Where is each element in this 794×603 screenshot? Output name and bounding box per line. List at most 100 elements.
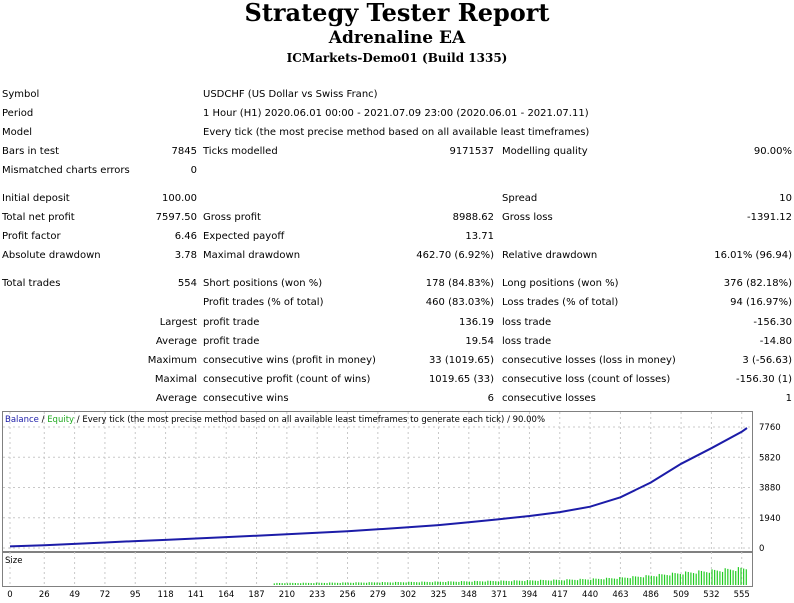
size-bar — [561, 580, 563, 585]
size-bar — [540, 579, 542, 585]
x-tick-label: 279 — [370, 590, 386, 599]
max-wins-value: 33 (1019.65) — [428, 355, 494, 366]
size-bar — [677, 573, 679, 585]
size-bar — [463, 581, 465, 585]
size-bar — [458, 581, 460, 585]
size-bar — [671, 572, 674, 585]
size-bar — [418, 582, 420, 585]
size-bar — [529, 580, 531, 585]
size-bar — [352, 582, 354, 585]
x-tick-label: 187 — [248, 590, 264, 599]
grid — [3, 412, 752, 586]
x-tick-label: 164 — [218, 590, 234, 599]
maximal-profit-value: 1019.65 (33) — [428, 374, 494, 385]
long-positions-value: 376 (82.18%) — [723, 278, 792, 289]
size-bar — [294, 583, 296, 585]
x-tick-label: 302 — [400, 590, 416, 599]
x-tick-label: 141 — [188, 590, 204, 599]
size-bar — [276, 582, 278, 585]
size-bar — [408, 581, 410, 585]
size-bar — [342, 582, 344, 585]
size-bar — [716, 570, 718, 585]
size-bar — [466, 581, 468, 585]
size-bar — [445, 582, 447, 585]
size-bar — [685, 571, 687, 585]
size-bar — [487, 580, 489, 585]
size-bar — [555, 579, 558, 585]
size-bar — [429, 582, 431, 585]
period-label: Period — [2, 108, 34, 119]
size-bar — [553, 579, 555, 585]
spread-value: 10 — [779, 193, 792, 204]
size-bar — [434, 581, 436, 585]
size-bar — [669, 575, 671, 585]
size-bar — [481, 581, 484, 585]
size-bar — [371, 582, 373, 585]
size-bar — [616, 578, 618, 585]
size-bar — [381, 582, 383, 585]
size-bar — [460, 581, 463, 585]
size-bar — [566, 579, 568, 585]
size-bar — [368, 582, 370, 585]
size-bar — [500, 580, 502, 585]
symbol-label: Symbol — [2, 89, 40, 100]
size-bar — [518, 580, 521, 585]
size-bar — [394, 581, 397, 585]
size-bar — [431, 582, 434, 585]
size-bar — [737, 567, 739, 585]
x-tick-label: 486 — [643, 590, 659, 599]
size-bar — [629, 578, 631, 585]
x-tick-label: 509 — [673, 590, 689, 599]
gross-loss-value: -1391.12 — [747, 212, 792, 223]
size-bar — [400, 582, 402, 585]
max-drawdown-value: 462.70 (6.92%) — [416, 250, 494, 261]
maximum-label: Maximum — [147, 355, 197, 366]
legend-slash: / — [39, 415, 47, 425]
model-value: Every tick (the most precise method base… — [203, 127, 590, 138]
x-tick-label: 348 — [461, 590, 477, 599]
size-bar — [632, 576, 634, 585]
balance-series-line — [9, 427, 748, 548]
size-bar — [621, 577, 623, 585]
x-tick-label: 72 — [100, 590, 111, 599]
size-bar — [302, 582, 304, 585]
size-bar — [297, 583, 299, 585]
size-bar — [307, 582, 310, 585]
size-bar — [384, 582, 386, 585]
size-bar — [695, 573, 697, 585]
size-bar — [373, 582, 376, 585]
expected-payoff-label: Expected payoff — [203, 231, 285, 242]
size-bar — [355, 582, 357, 585]
size-bar — [526, 580, 529, 585]
size-bar — [663, 574, 666, 585]
x-axis-ticks: 0 26 49 72 95 118 141 164 187 210 233 256 279 302 325 3… — [7, 590, 750, 600]
y-tick-label: 3880 — [759, 484, 781, 494]
expected-payoff-value: 13.71 — [465, 231, 494, 242]
ea-name: Adrenaline EA — [328, 28, 466, 48]
largest-label: Largest — [159, 317, 197, 328]
size-bar — [300, 583, 302, 585]
largest-loss-label: loss trade — [502, 317, 552, 328]
average-profit-label: profit trade — [203, 336, 260, 347]
maximal-loss-value: -156.30 (1) — [736, 374, 792, 385]
x-tick-label: 233 — [309, 590, 325, 599]
size-bar — [537, 580, 539, 585]
loss-trades-label: Loss trades (% of total) — [502, 297, 619, 308]
size-bar — [323, 582, 325, 585]
size-bar — [579, 578, 581, 585]
spread-label: Spread — [502, 193, 538, 204]
size-bar — [281, 583, 283, 585]
largest-profit-label: profit trade — [203, 317, 260, 328]
legend-balance: Balance — [5, 415, 39, 425]
largest-loss-value: -156.30 — [753, 317, 792, 328]
balance-chart: Balance / Equity / Every tick (the most … — [2, 411, 790, 600]
size-bar — [471, 581, 473, 585]
x-tick-label: 210 — [279, 590, 295, 599]
size-bar — [571, 579, 573, 585]
total-trades-value: 554 — [177, 278, 197, 289]
size-bar — [492, 581, 494, 585]
x-tick-label: 463 — [612, 590, 628, 599]
size-bar — [334, 582, 336, 585]
size-bar — [642, 577, 645, 585]
size-bar — [698, 570, 700, 585]
